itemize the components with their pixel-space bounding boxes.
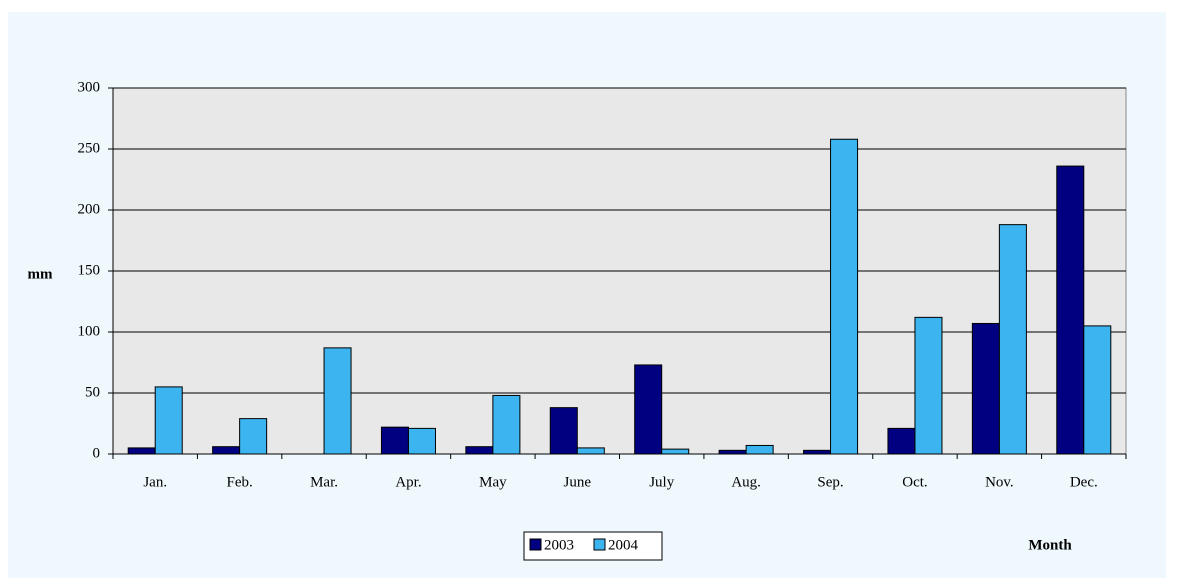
bar [998, 224, 1027, 455]
y-tick-label: 100 [78, 323, 101, 339]
x-tick-label: Nov. [985, 474, 1014, 490]
x-tick-label: Jan. [143, 474, 167, 490]
bar [745, 444, 774, 455]
bar [239, 418, 268, 455]
bar [1056, 165, 1085, 455]
x-tick-label: Aug. [731, 474, 761, 490]
y-tick-label: 200 [78, 201, 101, 217]
x-tick-label: Feb. [227, 474, 253, 490]
bar [212, 446, 241, 455]
bar [549, 407, 578, 455]
y-tick-label: 0 [93, 445, 101, 461]
bar [830, 138, 859, 455]
x-tick-label: Mar. [310, 474, 338, 490]
y-tick-label: 250 [78, 140, 101, 156]
x-tick-label: May [479, 474, 507, 490]
bar [127, 447, 156, 455]
bar [718, 449, 747, 455]
y-tick-label: 150 [78, 262, 101, 278]
legend-swatch [529, 538, 542, 551]
bar [1083, 325, 1112, 455]
legend [523, 531, 663, 561]
bar [661, 448, 690, 455]
bar [971, 322, 1000, 455]
x-tick-label: Sep. [817, 474, 843, 490]
legend-swatch [593, 538, 606, 551]
bar [576, 447, 605, 455]
bar [492, 394, 521, 455]
x-tick-label: Apr. [395, 474, 421, 490]
x-tick-label: July [649, 474, 675, 490]
bar [323, 347, 352, 455]
y-tick-label: 50 [85, 384, 100, 400]
legend-label: 2003 [544, 537, 574, 553]
y-tick-label: 300 [78, 79, 101, 95]
bar [154, 386, 183, 455]
bar [465, 446, 494, 455]
x-axis-label: Month [1028, 537, 1072, 553]
x-tick-label: Oct. [902, 474, 927, 490]
bar [634, 364, 663, 455]
bar [803, 449, 832, 455]
bar [914, 316, 943, 455]
bar [887, 427, 916, 455]
y-axis-label: mm [28, 266, 53, 282]
bar [407, 427, 436, 455]
x-tick-label: Dec. [1070, 474, 1098, 490]
legend-label: 2004 [608, 537, 639, 553]
bar [380, 426, 409, 455]
x-tick-label: June [564, 474, 592, 490]
